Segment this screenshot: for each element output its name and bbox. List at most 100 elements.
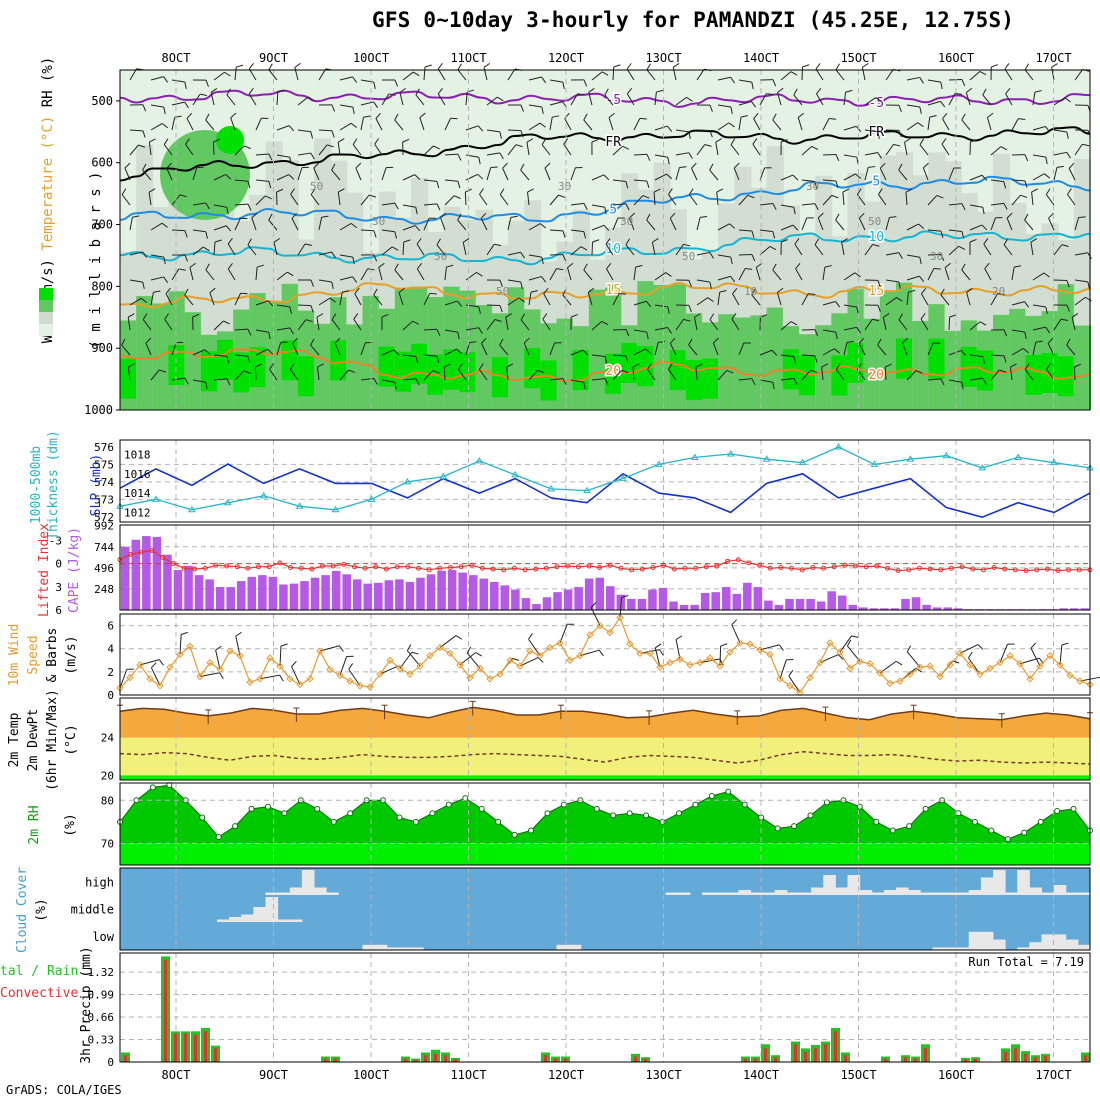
cloud-low-bar xyxy=(1065,939,1079,950)
wind10-barb-flag xyxy=(348,663,354,670)
wind-barb-flag xyxy=(733,162,740,169)
rh-90-area xyxy=(928,338,946,379)
wind-barb xyxy=(990,217,996,231)
rh2m-point xyxy=(610,812,617,819)
wind-barb-flag xyxy=(205,113,210,121)
wind10-barb xyxy=(779,659,787,679)
wind-barb-flag xyxy=(862,63,869,68)
wind-barb-flag xyxy=(166,162,172,169)
cape-bar xyxy=(553,592,562,610)
wind-barb-flag xyxy=(1082,143,1090,147)
cloud-high-bar xyxy=(677,892,691,895)
rh-70-area xyxy=(1073,325,1091,410)
wind-barb xyxy=(268,219,278,231)
wind-barb xyxy=(331,169,341,181)
wind-barb xyxy=(213,225,227,231)
thickness-point xyxy=(511,470,520,478)
wind-barb-flag xyxy=(424,64,432,68)
wind-barb-flag xyxy=(688,280,692,288)
wind-barb-flag xyxy=(1024,63,1030,70)
cape-bar xyxy=(300,581,309,610)
wind-barb-flag xyxy=(483,62,491,68)
lifted-index-point xyxy=(522,567,528,573)
wind-barb xyxy=(717,104,731,108)
precip-convective-bar xyxy=(434,1053,437,1062)
wind-barb xyxy=(416,268,425,281)
wind-barb-flag xyxy=(729,223,736,229)
wind-barb-flag xyxy=(979,71,987,76)
wind-barb-flag xyxy=(816,87,822,95)
cloud-frame xyxy=(119,867,1091,951)
cape-bar xyxy=(268,576,278,610)
wind-barb xyxy=(777,92,782,106)
wind-barb-flag xyxy=(317,363,324,368)
wind-barb xyxy=(129,297,142,306)
precip-convective-bar xyxy=(324,1058,327,1062)
wind-barb-flag xyxy=(667,306,670,314)
wind10-point xyxy=(426,651,434,660)
wind-barb-flag xyxy=(184,288,189,296)
x-tick-label-bottom: 10OCT xyxy=(353,1068,389,1082)
wind-barb xyxy=(885,252,899,256)
wind-barb-flag xyxy=(226,356,230,364)
rh2m-point xyxy=(889,827,896,834)
wind-barb-flag xyxy=(1010,363,1017,368)
wind-barb xyxy=(612,203,626,206)
wind-barb-flag xyxy=(646,63,651,71)
wind-barb-flag xyxy=(161,222,168,228)
wind-barb xyxy=(885,69,894,81)
wind-barb-flag xyxy=(580,246,588,251)
wind-barb-flag xyxy=(1045,306,1048,314)
wind10-barb xyxy=(259,674,280,680)
wind-barb xyxy=(759,93,767,106)
wind-barb xyxy=(906,254,920,258)
wind-barb xyxy=(1011,179,1026,182)
wind-barb-flag xyxy=(352,138,358,145)
lifted-index-point xyxy=(213,562,219,568)
cloud-high-bar xyxy=(714,892,727,895)
wind-barb xyxy=(255,329,269,333)
wind-barb-flag xyxy=(898,252,903,259)
wind-barb-flag xyxy=(289,306,292,314)
wind-barb xyxy=(213,354,227,357)
wind-barb xyxy=(353,318,362,331)
wind-barb-flag xyxy=(127,313,135,318)
wind-barb xyxy=(885,144,894,156)
wind-barb-flag xyxy=(828,117,837,120)
rh-90-area xyxy=(1057,356,1075,397)
lifted-index-point xyxy=(394,564,400,570)
wind-barb xyxy=(150,104,164,108)
slp-line xyxy=(119,463,1091,519)
wind-barb-flag xyxy=(683,243,691,247)
wind-barb xyxy=(733,167,740,181)
wind-barb xyxy=(1011,329,1025,333)
wind-barb-flag xyxy=(527,188,534,193)
x-tick-label-bottom: 16OCT xyxy=(938,1068,974,1082)
wind-barb xyxy=(793,94,803,106)
wind10-barb-flag xyxy=(675,635,683,640)
rh2m-axis-title: 2m RH xyxy=(27,805,42,844)
wind-barb xyxy=(339,254,353,258)
wind-barb xyxy=(339,76,353,81)
wind-barb-flag xyxy=(877,305,881,312)
wind-barb xyxy=(465,173,478,181)
wind-barb-flag xyxy=(625,203,630,211)
wind-barb xyxy=(738,268,746,281)
precip-convective-bar xyxy=(634,1056,637,1062)
lifted-index-point xyxy=(597,565,603,570)
wind-barb-flag xyxy=(991,64,998,68)
wind-barb xyxy=(948,229,962,232)
precip-convective-bar xyxy=(544,1055,547,1062)
wind-barb xyxy=(801,217,808,231)
wind-barb-flag xyxy=(331,163,336,171)
wind-barb xyxy=(318,217,323,231)
wind-barb-flag xyxy=(541,276,547,283)
wind-barb-flag xyxy=(877,338,882,346)
wind-barb xyxy=(1045,194,1055,206)
lifted-index-point xyxy=(160,554,166,560)
wind10-barb-flag xyxy=(895,660,903,666)
wind-barb-flag xyxy=(440,212,447,219)
rh-contour-label: 30 xyxy=(558,180,571,193)
wind-barb xyxy=(255,267,258,281)
wind10-point xyxy=(986,664,994,673)
